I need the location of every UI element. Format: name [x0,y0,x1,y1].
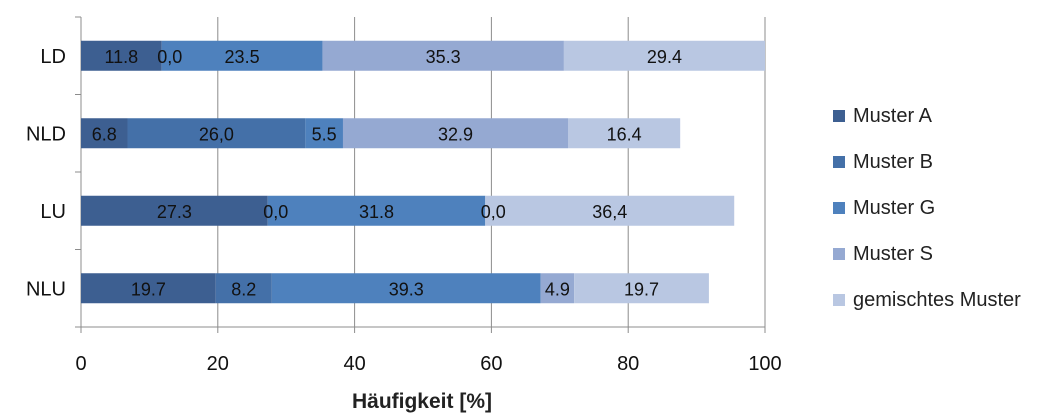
category-label: LU [40,201,66,223]
data-label: 39.3 [389,279,424,299]
data-label: 5.5 [312,124,337,144]
data-label: 26,0 [199,124,234,144]
category-label: LD [40,46,66,68]
data-label: 27.3 [157,202,192,222]
legend-label: Muster B [853,151,934,173]
bar-segment [81,273,216,304]
bars [81,40,765,304]
category-label: NLD [26,123,66,145]
data-label: 4.9 [545,279,570,299]
bar-segment [81,195,268,226]
bar-segment [305,118,343,149]
x-tick-label: 40 [343,353,365,375]
data-label: 0,0 [481,202,506,222]
legend-label: gemischtes Muster [853,289,1021,311]
data-label: 29.4 [647,47,682,67]
x-tick-label: 20 [207,353,229,375]
legend-swatch [833,294,845,306]
data-label: 35.3 [426,47,461,67]
data-label: 11.8 [105,47,139,67]
legend-swatch [833,156,845,168]
bar-segment [322,40,564,71]
bar-segment [568,118,681,149]
data-label: 0,0 [157,47,182,67]
bar-segment [161,40,323,71]
data-label: 19.7 [131,279,166,299]
bar-segment [574,273,709,304]
x-tick-label: 80 [617,353,639,375]
data-label: 23.5 [225,47,260,67]
x-tick-label: 60 [480,353,502,375]
legend-swatch [833,110,845,122]
x-tick-label: 0 [75,353,86,375]
x-axis-title: Häufigkeit [%] [352,390,492,413]
legend-label: Muster S [853,243,934,265]
bar-segment [127,118,306,149]
data-label: 0,0 [263,202,288,222]
data-label: 32.9 [438,124,473,144]
bar-segment [81,118,128,149]
bar-segment [271,273,541,304]
legend-swatch [833,202,845,214]
bar-segment [215,273,272,304]
data-label: 31.8 [359,202,394,222]
bar-segment [485,195,735,226]
legend-label: Muster G [853,197,936,219]
category-label: NLU [26,278,66,300]
bar-segment [563,40,765,71]
data-label: 19.7 [624,279,659,299]
bar-segment [267,195,486,226]
data-label: 36,4 [592,202,627,222]
x-tick-labels: 0 20 40 60 80 100 [75,353,781,375]
bar-segment [342,118,569,149]
bar-labels: 11.8 0,0 23.5 35.3 29.4 6.8 26,0 5.5 32.9 16.4 27.… [92,47,682,300]
legend-label: Muster A [853,105,932,127]
category-labels: LD NLD LU NLU [26,46,66,301]
data-label: 16.4 [607,124,642,144]
data-label: 6.8 [92,124,117,144]
x-tick-label: 100 [748,353,781,375]
legend-swatch [833,248,845,260]
bar-segment [540,273,575,304]
bar-segment [81,40,162,71]
data-label: 8.2 [231,279,256,299]
